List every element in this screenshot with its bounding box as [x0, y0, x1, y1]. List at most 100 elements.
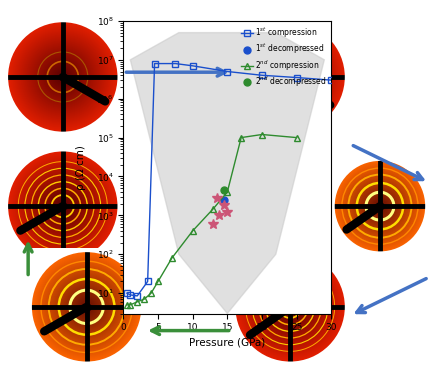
Circle shape [54, 68, 72, 86]
Circle shape [252, 269, 328, 345]
1$^{st}$ compression [190, 63, 195, 68]
Circle shape [65, 285, 108, 328]
Circle shape [265, 52, 315, 102]
Circle shape [236, 23, 344, 131]
Circle shape [283, 70, 297, 84]
Circle shape [236, 22, 345, 132]
Circle shape [52, 195, 74, 217]
Circle shape [275, 292, 305, 322]
PathPatch shape [310, 136, 433, 276]
Circle shape [36, 257, 137, 357]
Circle shape [35, 255, 139, 359]
2$^{nd}$ compression [128, 302, 133, 307]
Circle shape [345, 171, 415, 241]
Circle shape [279, 296, 301, 318]
Circle shape [11, 25, 115, 129]
PathPatch shape [3, 223, 170, 380]
Circle shape [68, 288, 105, 325]
Circle shape [30, 174, 95, 239]
Circle shape [37, 180, 89, 232]
1$^{st}$ compression [173, 61, 178, 66]
Circle shape [55, 275, 118, 339]
Bar [330, 249, 349, 267]
Circle shape [243, 30, 337, 124]
Circle shape [249, 265, 332, 348]
Circle shape [46, 60, 80, 93]
Circle shape [45, 265, 128, 348]
2$^{nd}$ compression [259, 132, 265, 137]
Circle shape [39, 53, 87, 101]
2$^{nd}$ compression [149, 291, 154, 295]
Circle shape [370, 196, 390, 216]
2$^{nd}$ compression [211, 206, 216, 211]
Circle shape [19, 33, 107, 120]
Bar [103, 19, 121, 37]
Circle shape [28, 171, 98, 241]
Circle shape [279, 66, 301, 88]
Circle shape [348, 174, 412, 238]
Circle shape [7, 150, 119, 262]
Circle shape [286, 73, 294, 81]
Circle shape [48, 269, 125, 345]
Circle shape [365, 191, 395, 222]
Circle shape [344, 171, 416, 242]
Circle shape [271, 57, 310, 97]
Circle shape [26, 40, 100, 114]
Circle shape [338, 165, 422, 248]
Circle shape [43, 187, 82, 226]
Circle shape [31, 251, 142, 363]
Circle shape [74, 295, 99, 319]
Circle shape [341, 168, 419, 245]
Circle shape [355, 180, 405, 232]
Circle shape [57, 277, 116, 337]
Circle shape [44, 59, 81, 95]
Circle shape [43, 263, 130, 350]
Circle shape [43, 57, 82, 97]
Bar [414, 239, 429, 255]
Circle shape [55, 198, 71, 214]
Circle shape [22, 165, 103, 247]
Circle shape [284, 300, 297, 313]
Circle shape [347, 174, 412, 239]
Circle shape [262, 279, 318, 335]
Bar [4, 246, 23, 264]
Circle shape [284, 70, 297, 84]
Circle shape [57, 201, 68, 212]
Circle shape [368, 194, 392, 218]
Circle shape [15, 29, 111, 125]
Circle shape [39, 259, 135, 355]
Circle shape [50, 193, 76, 219]
Circle shape [20, 34, 106, 120]
Circle shape [26, 169, 100, 243]
Circle shape [10, 24, 116, 130]
Circle shape [29, 173, 96, 239]
Circle shape [18, 162, 107, 251]
Circle shape [78, 298, 96, 316]
Circle shape [264, 281, 316, 333]
Circle shape [376, 202, 384, 210]
Circle shape [244, 260, 336, 353]
Circle shape [8, 22, 117, 132]
Circle shape [13, 156, 113, 256]
Circle shape [54, 274, 119, 339]
2$^{nd}$ compression [294, 135, 299, 140]
Circle shape [39, 182, 87, 230]
Circle shape [60, 203, 65, 209]
Circle shape [70, 290, 103, 323]
Circle shape [276, 63, 304, 91]
Circle shape [59, 73, 67, 81]
Circle shape [67, 287, 106, 326]
Circle shape [48, 191, 78, 221]
Circle shape [28, 42, 98, 112]
Circle shape [13, 28, 112, 126]
Circle shape [79, 299, 94, 314]
Bar [232, 249, 250, 267]
Circle shape [378, 204, 381, 208]
Circle shape [57, 71, 68, 82]
Circle shape [36, 179, 90, 233]
Circle shape [334, 160, 426, 252]
1$^{st}$ compression [145, 279, 150, 284]
Circle shape [351, 177, 409, 235]
Circle shape [61, 282, 112, 332]
Circle shape [246, 262, 335, 352]
